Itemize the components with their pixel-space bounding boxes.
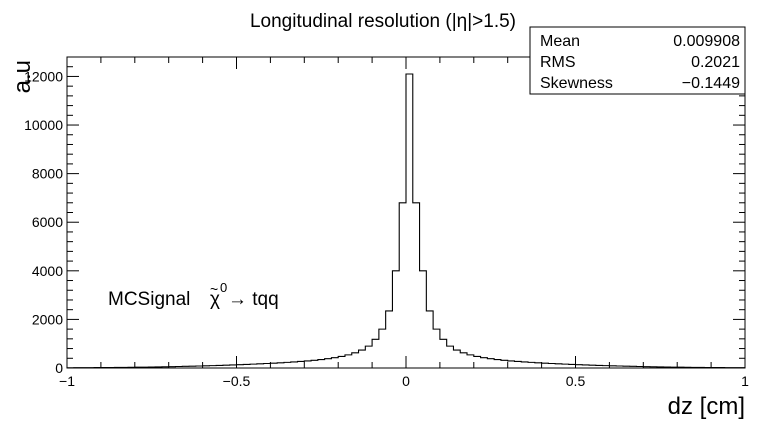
stats-box-frame bbox=[529, 26, 746, 95]
stats-box: Mean 0.009908 RMS 0.2021 Skewness −0.144… bbox=[529, 26, 746, 95]
stats-mean-value: 0.009908 bbox=[673, 33, 740, 50]
histogram-bin bbox=[535, 363, 542, 368]
histogram-bin bbox=[542, 363, 549, 368]
histogram-bin bbox=[420, 271, 427, 368]
histogram-bin bbox=[555, 364, 562, 368]
histogram-bin bbox=[365, 346, 372, 368]
histogram-bin bbox=[264, 364, 271, 368]
annotation-prefix: MCSignal bbox=[108, 289, 190, 310]
histogram-bin bbox=[392, 271, 399, 368]
x-tick-label: −0.5 bbox=[223, 373, 251, 389]
histogram-bin bbox=[426, 311, 433, 368]
chart-title: Longitudinal resolution (|η|>1.5) bbox=[250, 11, 516, 32]
histogram-bin bbox=[487, 359, 494, 368]
histogram-bin bbox=[298, 361, 305, 368]
x-tick-label: 0 bbox=[402, 373, 410, 389]
stats-rms-value: 0.2021 bbox=[691, 54, 740, 71]
x-tick-label: −1 bbox=[59, 373, 75, 389]
histogram-bin bbox=[257, 364, 264, 368]
stats-rms-label: RMS bbox=[540, 54, 576, 71]
x-axis-label: dz [cm] bbox=[668, 393, 745, 420]
x-axis: −1 −0.5 0 0.5 1 bbox=[59, 57, 749, 389]
histogram-bin bbox=[311, 360, 318, 368]
histogram-bin bbox=[284, 362, 291, 368]
y-tick-label: 6000 bbox=[32, 214, 63, 230]
y-tick-label: 0 bbox=[55, 360, 63, 376]
stats-skewness-value: −0.1449 bbox=[682, 75, 740, 92]
histogram-bin bbox=[447, 346, 454, 368]
histogram-bin bbox=[325, 359, 332, 368]
y-axis-label: a.u bbox=[9, 60, 36, 93]
annotation-tilde: ~ bbox=[210, 281, 218, 297]
histogram-bin bbox=[521, 362, 528, 368]
histogram-outline bbox=[66, 73, 746, 369]
histogram-bin bbox=[501, 360, 508, 368]
y-tick-label: 8000 bbox=[32, 166, 63, 182]
histogram-bin bbox=[467, 355, 474, 368]
signal-annotation: MCSignal χ ~ 0 → tqq bbox=[108, 280, 279, 310]
histogram-bin bbox=[433, 329, 440, 368]
y-tick-label: 2000 bbox=[32, 311, 63, 327]
y-tick-label: 4000 bbox=[32, 263, 63, 279]
histogram-bin bbox=[528, 362, 535, 368]
stats-skewness-label: Skewness bbox=[540, 75, 613, 92]
histogram-bin bbox=[548, 364, 555, 368]
x-tick-label: 0.5 bbox=[566, 373, 586, 389]
histogram-bin bbox=[460, 353, 467, 368]
annotation-suffix: → tqq bbox=[228, 289, 279, 310]
histogram-bin bbox=[481, 358, 488, 368]
histogram-bin bbox=[250, 364, 257, 368]
y-axis: 0 2000 4000 6000 8000 10000 12000 bbox=[24, 56, 745, 376]
x-tick-label: 1 bbox=[741, 373, 749, 389]
y-tick-label: 12000 bbox=[24, 68, 63, 84]
histogram-bin bbox=[508, 361, 515, 368]
histogram-bin bbox=[440, 339, 447, 368]
histogram-bin bbox=[331, 358, 338, 368]
histogram-bin bbox=[304, 361, 311, 368]
histogram-bin bbox=[514, 361, 521, 368]
histogram-bin bbox=[318, 360, 325, 368]
histogram-bin bbox=[386, 311, 393, 368]
histogram-bin bbox=[474, 356, 481, 368]
annotation-chi: χ bbox=[210, 289, 220, 310]
histogram-bin bbox=[359, 350, 366, 368]
histogram-bin bbox=[345, 355, 352, 368]
histogram-bin bbox=[399, 203, 406, 368]
histogram-bin bbox=[494, 360, 501, 368]
y-tick-label: 10000 bbox=[24, 117, 63, 133]
stats-mean-label: Mean bbox=[540, 33, 580, 50]
histogram-bin bbox=[379, 329, 386, 368]
histogram-bin bbox=[453, 350, 460, 368]
histogram-bin bbox=[338, 356, 345, 368]
histogram-bin bbox=[277, 363, 284, 368]
histogram-bin bbox=[372, 339, 379, 368]
annotation-superscript: 0 bbox=[220, 280, 227, 295]
histogram-bin bbox=[562, 364, 569, 368]
histogram-bin bbox=[413, 203, 420, 368]
histogram-bin bbox=[291, 362, 298, 368]
histogram-bin bbox=[270, 363, 277, 368]
histogram-bin bbox=[406, 74, 413, 368]
histogram-bin bbox=[352, 353, 359, 368]
